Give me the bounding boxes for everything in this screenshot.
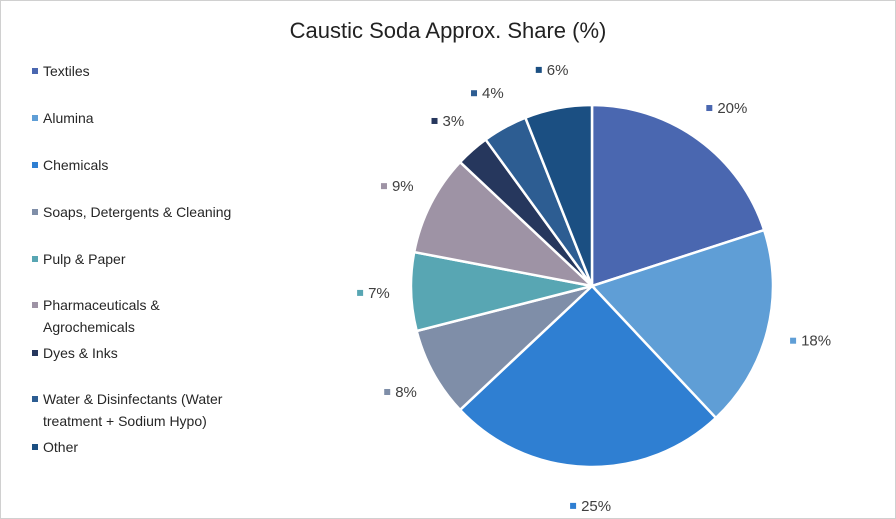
pie-slice xyxy=(458,284,718,469)
legend-swatch xyxy=(32,209,38,215)
data-label-marker xyxy=(384,388,391,395)
data-label-marker xyxy=(471,90,478,97)
data-label-text: 7% xyxy=(368,285,390,302)
data-label-text: 20% xyxy=(717,100,747,117)
legend-swatch xyxy=(32,115,38,121)
data-label-marker xyxy=(431,117,438,124)
data-label: 7% xyxy=(357,285,390,302)
data-label-text: 9% xyxy=(392,178,414,195)
data-label: 25% xyxy=(570,498,611,515)
legend-label: Water & Disinfectants (Water treatment + … xyxy=(43,388,283,432)
data-label-text: 6% xyxy=(547,62,569,79)
legend-label-line: Chemicals xyxy=(43,157,109,173)
data-label: 4% xyxy=(471,85,504,102)
data-label: 8% xyxy=(384,384,417,401)
data-label: 20% xyxy=(706,100,747,117)
chart-title: Caustic Soda Approx. Share (%) xyxy=(289,18,607,43)
legend-swatch xyxy=(32,302,38,308)
data-label: 9% xyxy=(380,178,414,195)
legend-swatch xyxy=(32,256,38,262)
legend-label-line: Dyes & Inks xyxy=(43,345,118,361)
data-label-marker xyxy=(570,502,577,509)
legend-label-line: Textiles xyxy=(43,63,90,79)
data-label-marker xyxy=(535,66,542,73)
pie-slice xyxy=(590,103,766,288)
legend-label-line: Agrochemicals xyxy=(43,319,135,335)
legend-swatch xyxy=(32,350,38,356)
legend-label: Pharmaceuticals & Agrochemicals xyxy=(43,294,283,338)
pie-slice xyxy=(412,160,596,289)
data-label: 3% xyxy=(431,113,465,130)
legend-label-line: treatment + Sodium Hypo) xyxy=(43,413,207,429)
data-label-text: 3% xyxy=(443,113,465,130)
legend-swatch xyxy=(32,68,38,74)
legend-label: Alumina xyxy=(43,107,283,129)
legend-label-line: Pulp & Paper xyxy=(43,251,126,267)
legend-label: Textiles xyxy=(43,60,283,82)
legend-label: Other xyxy=(43,436,283,458)
pie-slice xyxy=(523,103,594,287)
data-label-text: 4% xyxy=(482,85,504,102)
legend-label: Pulp & Paper xyxy=(43,248,283,270)
data-label-text: 18% xyxy=(801,333,831,350)
legend-label-line: Water & Disinfectants (Water xyxy=(43,391,223,407)
data-label-marker xyxy=(380,183,387,190)
legend-swatch xyxy=(32,444,38,450)
legend-label-line: Soaps, Detergents & Cleaning xyxy=(43,204,232,220)
legend-label: Chemicals xyxy=(43,154,283,176)
legend-label-line: Alumina xyxy=(43,110,94,126)
data-label-marker xyxy=(357,289,364,296)
data-label: 18% xyxy=(790,333,831,350)
legend-swatch xyxy=(32,162,38,168)
data-label-text: 8% xyxy=(395,384,417,401)
legend-label: Dyes & Inks xyxy=(43,342,283,364)
legend-swatch xyxy=(32,396,38,402)
pie-slice xyxy=(589,228,775,420)
data-label-marker xyxy=(790,337,797,344)
data-label-marker xyxy=(706,105,713,112)
legend-label: Soaps, Detergents & Cleaning xyxy=(43,201,283,223)
pie-slice xyxy=(415,284,593,412)
legend-label-line: Other xyxy=(43,439,79,455)
legend-label-line: Pharmaceuticals & xyxy=(43,297,160,313)
data-label-text: 25% xyxy=(581,498,611,515)
data-label: 6% xyxy=(535,62,569,79)
